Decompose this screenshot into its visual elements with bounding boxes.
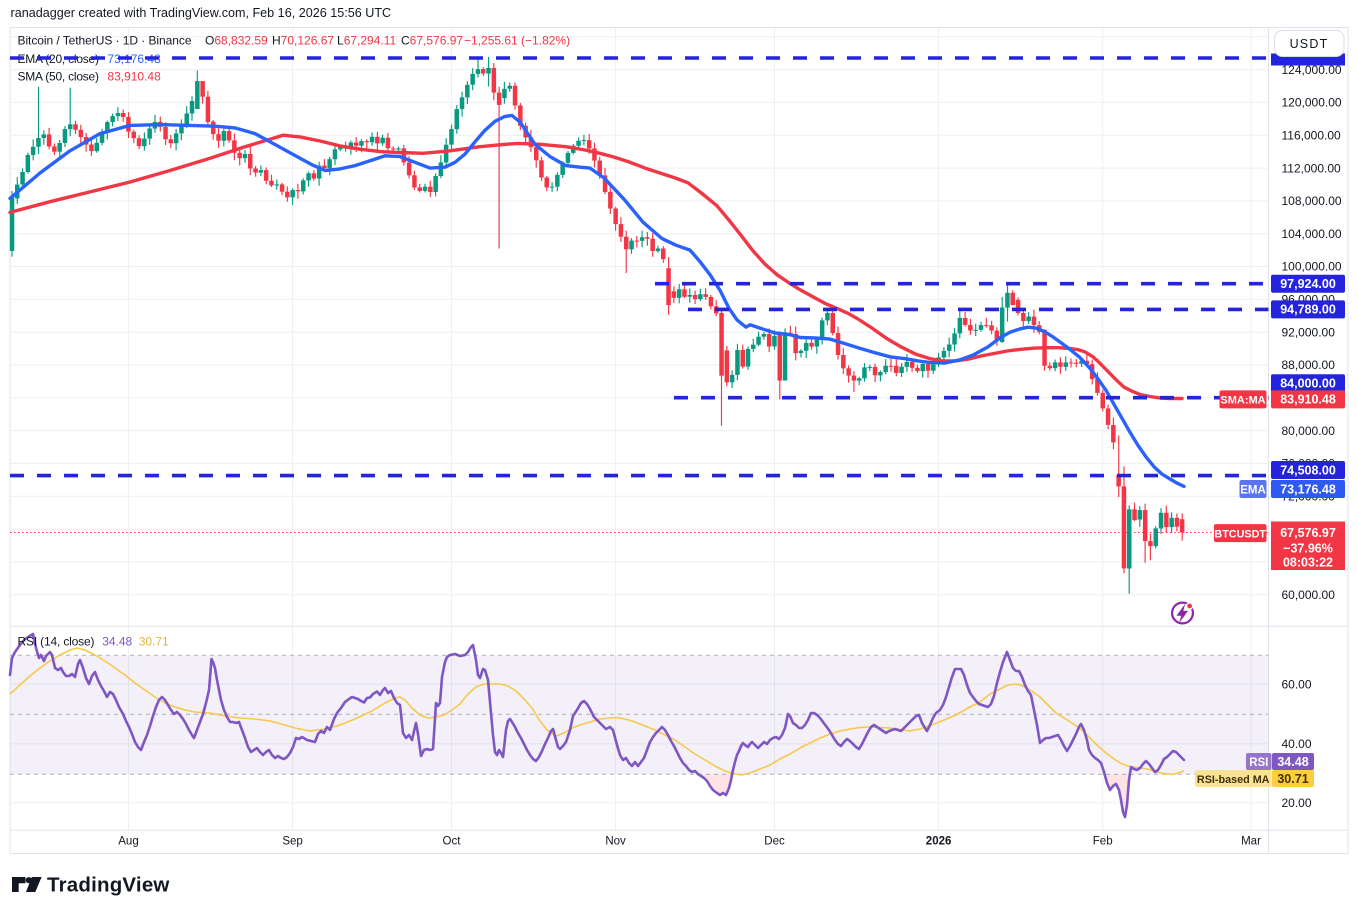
svg-text:73,176.48: 73,176.48 — [1280, 482, 1336, 496]
svg-text:Dec: Dec — [764, 836, 785, 848]
svg-text:Bitcoin / TetherUS · 1D · Bina: Bitcoin / TetherUS · 1D · Binance O68,832… — [18, 34, 571, 48]
svg-text:104,000.00: 104,000.00 — [1282, 227, 1342, 241]
svg-text:Nov: Nov — [605, 836, 626, 848]
svg-text:Mar: Mar — [1241, 836, 1261, 848]
svg-text:80,000.00: 80,000.00 — [1282, 424, 1336, 438]
svg-text:TradingView: TradingView — [47, 874, 170, 897]
svg-text:116,000.00: 116,000.00 — [1282, 128, 1341, 142]
svg-text:BTCUSDT: BTCUSDT — [1214, 528, 1266, 540]
svg-text:RSI-based MA: RSI-based MA — [1197, 774, 1270, 786]
svg-text:34.48: 34.48 — [1277, 755, 1308, 769]
svg-text:2026: 2026 — [926, 836, 952, 848]
svg-text:SMA (50, close)83,910.48: SMA (50, close) 83,910.48 — [18, 70, 162, 84]
svg-text:Oct: Oct — [443, 836, 462, 848]
svg-text:40.00: 40.00 — [1282, 737, 1312, 751]
svg-text:108,000.00: 108,000.00 — [1282, 194, 1342, 208]
svg-text:08:03:22: 08:03:22 — [1283, 556, 1333, 570]
svg-text:60.00: 60.00 — [1282, 677, 1312, 691]
svg-text:83,910.48: 83,910.48 — [1280, 393, 1336, 407]
svg-text:124,000.00: 124,000.00 — [1282, 63, 1342, 77]
svg-text:EMA: EMA — [1240, 484, 1266, 496]
svg-text:USDT: USDT — [1290, 37, 1329, 51]
svg-text:RSI: RSI — [1249, 757, 1268, 769]
svg-text:100,000.00: 100,000.00 — [1282, 260, 1342, 274]
svg-text:20.00: 20.00 — [1282, 796, 1312, 810]
svg-text:120,000.00: 120,000.00 — [1282, 96, 1342, 110]
svg-text:Feb: Feb — [1093, 836, 1113, 848]
svg-text:94,789.00: 94,789.00 — [1280, 303, 1336, 317]
svg-text:30.71: 30.71 — [1277, 772, 1308, 786]
svg-text:Aug: Aug — [118, 836, 138, 848]
svg-text:60,000.00: 60,000.00 — [1282, 588, 1336, 602]
svg-text:EMA (20, close)73,176.48: EMA (20, close)73,176.48 — [18, 52, 162, 66]
svg-text:ranadagger created with Tradin: ranadagger created with TradingView.com,… — [11, 6, 392, 20]
svg-text:67,576.97: 67,576.97 — [1280, 526, 1336, 540]
svg-text:88,000.00: 88,000.00 — [1282, 358, 1336, 372]
svg-text:92,000.00: 92,000.00 — [1282, 325, 1336, 339]
svg-text:97,924.00: 97,924.00 — [1280, 277, 1336, 291]
svg-text:Sep: Sep — [282, 836, 302, 848]
svg-text:84,000.00: 84,000.00 — [1280, 377, 1336, 391]
svg-text:SMA:MA: SMA:MA — [1220, 395, 1265, 407]
svg-text:−37.96%: −37.96% — [1283, 542, 1333, 556]
svg-text:74,508.00: 74,508.00 — [1280, 463, 1336, 477]
svg-text:112,000.00: 112,000.00 — [1282, 161, 1341, 175]
